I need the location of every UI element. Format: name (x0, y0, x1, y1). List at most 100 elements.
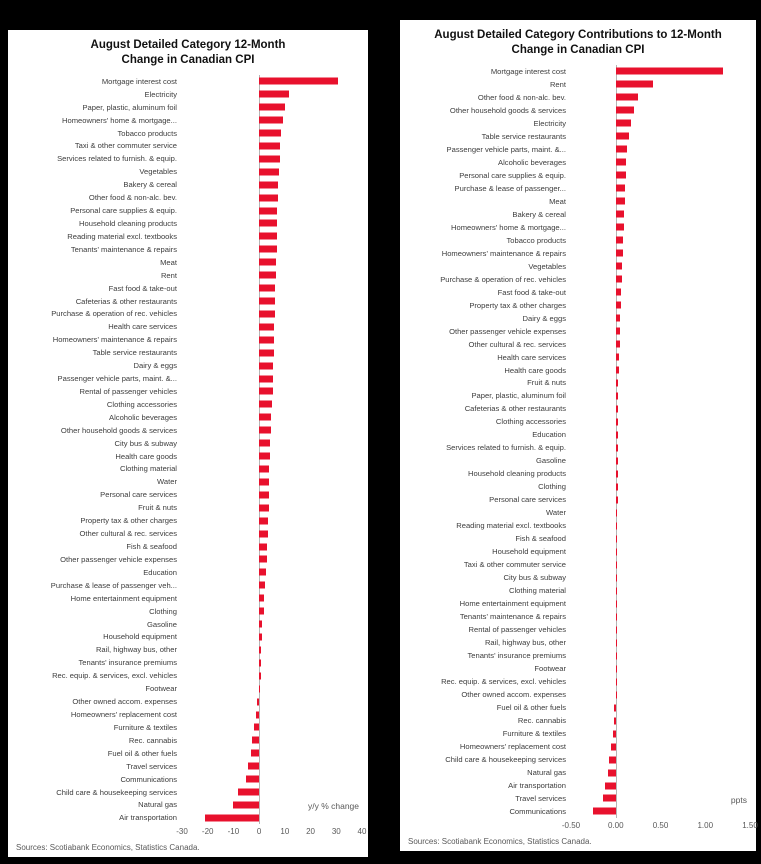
category-label: Alcoholic beverages (109, 412, 177, 422)
bar-row: Rental of passenger vehicles (406, 623, 750, 637)
category-label: Other owned accom. expenses (461, 690, 566, 700)
bar (259, 517, 269, 525)
zero-gridline (259, 746, 261, 760)
bar-track (182, 643, 362, 657)
bar-row: Homeowners' replacement cost (406, 740, 750, 754)
bar (259, 194, 278, 202)
bar-row: Rec. cannabis (406, 714, 750, 728)
bar (259, 413, 272, 421)
category-label: Tenants' maintenance & repairs (70, 244, 177, 254)
bar-track (182, 397, 362, 411)
category-label: Rail, highway bus, other (95, 645, 177, 655)
category-label: Personal care supplies & equip. (70, 206, 177, 216)
bar-row: Paper, plastic, aluminum foil (14, 100, 362, 114)
bar-track (182, 126, 362, 140)
axis-spacer (406, 818, 571, 832)
bar-row: Fruit & nuts (406, 376, 750, 390)
bar (615, 210, 624, 218)
bar-row: Property tax & other charges (406, 298, 750, 312)
bar-row: Personal care supplies & equip. (14, 204, 362, 218)
bar (615, 548, 617, 556)
category-label: Education (532, 430, 566, 440)
bar (615, 80, 654, 88)
bar-track (182, 436, 362, 450)
zero-gridline (615, 766, 617, 780)
x-tick-label: 30 (331, 827, 341, 836)
bar-track (182, 785, 362, 799)
category-label: Tobacco products (506, 235, 566, 245)
bar-row: Passenger vehicle parts, maint. &... (406, 142, 750, 156)
bar-track (571, 285, 750, 299)
category-label: Rec. equip. & services, excl. vehicles (52, 671, 177, 681)
bar-row: Water (14, 475, 362, 489)
bar (615, 496, 618, 504)
category-label: Property tax & other charges (469, 300, 566, 310)
bar-row: Tenants' maintenance & repairs (14, 242, 362, 256)
category-label: Gasoline (536, 456, 566, 466)
bar (259, 491, 269, 499)
bar-row: Other cultural & rec. services (406, 337, 750, 351)
bar (615, 366, 620, 374)
zero-gridline (615, 662, 617, 676)
chart-title: August Detailed Category 12-Month Change… (14, 38, 362, 68)
bar-track (571, 493, 750, 507)
bar (259, 297, 276, 305)
bar-track (571, 155, 750, 169)
bar-track (182, 604, 362, 618)
category-label: Table service restaurants (481, 131, 566, 141)
bar-row: Homeowners' home & mortgage... (406, 220, 750, 234)
category-label: Personal care supplies & equip. (459, 170, 566, 180)
bar-track (571, 675, 750, 689)
bar (615, 236, 623, 244)
bar-row: Gasoline (14, 617, 362, 631)
bar-row: Health care goods (14, 449, 362, 463)
zero-gridline (615, 753, 617, 767)
bar-row: Footwear (406, 662, 750, 676)
bar (615, 275, 622, 283)
category-label: Vegetables (139, 167, 177, 177)
bar-row: Purchase & operation of rec. vehicles (406, 272, 750, 286)
x-tick-label: 20 (306, 827, 316, 836)
bar-row: Taxi & other commuter service (14, 139, 362, 153)
bar (259, 310, 275, 318)
category-label: Other cultural & rec. services (468, 339, 566, 349)
bar (615, 457, 618, 465)
category-label: Clothing (538, 482, 566, 492)
bar-track (182, 630, 362, 644)
bar-track (182, 552, 362, 566)
bar (259, 504, 269, 512)
category-label: Other cultural & rec. services (79, 529, 177, 539)
source-note: Sources: Scotiabank Economics, Statistic… (408, 837, 592, 846)
bar-track (571, 584, 750, 598)
category-label: Water (546, 508, 566, 518)
zero-gridline (615, 779, 617, 792)
category-label: Clothing material (120, 464, 177, 474)
cpi-contributions-chart-panel: August Detailed Category Contributions t… (400, 20, 758, 851)
bar (259, 646, 262, 654)
category-label: Other food & non-alc. bev. (88, 193, 177, 203)
bar (615, 561, 617, 569)
bar (615, 444, 618, 452)
bar (259, 426, 271, 434)
bar (615, 405, 619, 413)
bar (259, 168, 279, 176)
bar-row: Reading material excl. textbooks (14, 229, 362, 243)
bar (615, 535, 617, 543)
bar-row: Purchase & lease of passenger... (406, 181, 750, 195)
bar-track (571, 181, 750, 195)
bar-row: Other cultural & rec. services (14, 527, 362, 541)
bar (259, 543, 268, 551)
bar-track (571, 168, 750, 182)
bar (609, 756, 616, 764)
bar-track (182, 798, 362, 812)
bar (259, 620, 263, 628)
bar (259, 271, 276, 279)
bar-row: Homeowners' replacement cost (14, 708, 362, 721)
category-label: Furniture & textiles (113, 722, 177, 732)
bar-row: Purchase & operation of rec. vehicles (14, 307, 362, 321)
bar-track (571, 389, 750, 403)
zero-gridline (615, 792, 617, 805)
category-label: Mortgage interest cost (101, 76, 177, 86)
category-label: Communications (509, 806, 566, 816)
bar-track (571, 480, 750, 494)
